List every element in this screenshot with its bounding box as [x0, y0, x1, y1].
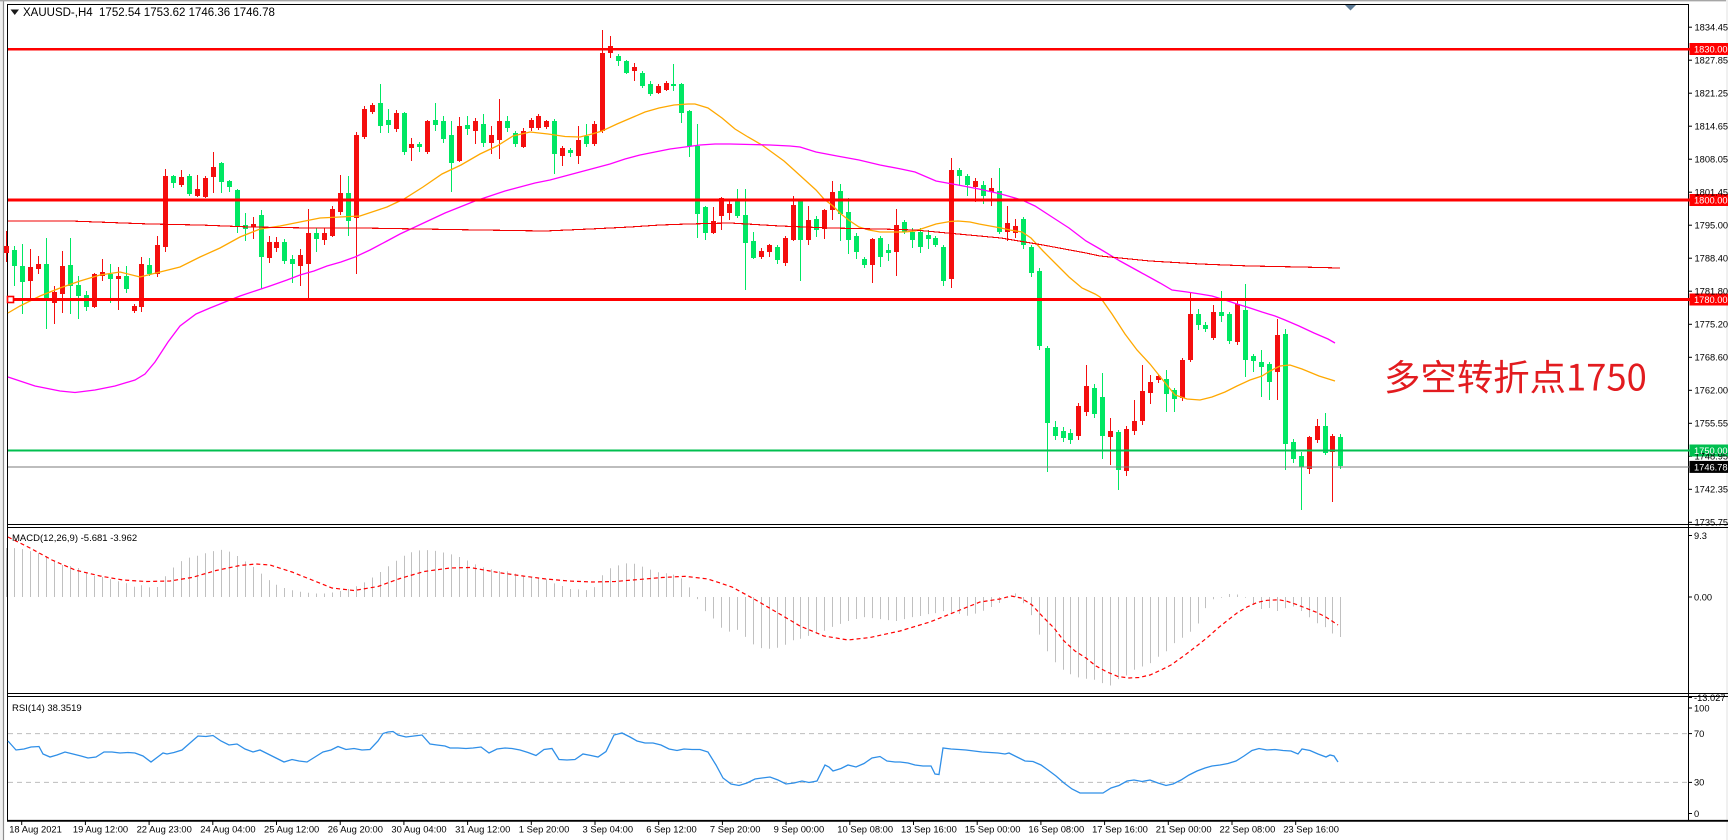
svg-text:9.3: 9.3	[1694, 531, 1707, 541]
svg-text:-13.027: -13.027	[1694, 693, 1726, 703]
svg-text:6 Sep 12:00: 6 Sep 12:00	[646, 824, 697, 835]
svg-text:1830.00: 1830.00	[1694, 45, 1728, 55]
svg-text:1827.85: 1827.85	[1695, 56, 1728, 66]
svg-text:7 Sep 20:00: 7 Sep 20:00	[710, 824, 761, 835]
svg-text:1742.35: 1742.35	[1695, 485, 1728, 495]
svg-text:19 Aug 12:00: 19 Aug 12:00	[73, 824, 128, 835]
svg-text:1801.45: 1801.45	[1695, 188, 1728, 198]
svg-text:1834.45: 1834.45	[1695, 23, 1728, 33]
svg-text:1795.00: 1795.00	[1695, 221, 1728, 231]
svg-text:1800.00: 1800.00	[1694, 196, 1728, 206]
svg-text:1781.80: 1781.80	[1695, 287, 1728, 297]
svg-text:MACD(12,26,9) -5.681 -3.962: MACD(12,26,9) -5.681 -3.962	[12, 533, 137, 544]
svg-text:23 Sep 16:00: 23 Sep 16:00	[1283, 824, 1339, 835]
svg-text:16 Sep 08:00: 16 Sep 08:00	[1028, 824, 1084, 835]
svg-text:25 Aug 12:00: 25 Aug 12:00	[264, 824, 319, 835]
svg-text:13 Sep 16:00: 13 Sep 16:00	[901, 824, 957, 835]
svg-text:0: 0	[1694, 809, 1699, 819]
svg-text:RSI(14) 38.3519: RSI(14) 38.3519	[12, 703, 82, 714]
svg-text:1748.95: 1748.95	[1695, 452, 1728, 462]
svg-text:1788.40: 1788.40	[1695, 254, 1728, 264]
svg-text:1808.05: 1808.05	[1695, 155, 1728, 165]
svg-text:30: 30	[1694, 778, 1704, 788]
svg-text:1768.60: 1768.60	[1695, 353, 1728, 363]
svg-text:1762.00: 1762.00	[1695, 386, 1728, 396]
svg-text:30 Aug 04:00: 30 Aug 04:00	[391, 824, 446, 835]
svg-text:21 Sep 00:00: 21 Sep 00:00	[1156, 824, 1212, 835]
svg-text:18 Aug 2021: 18 Aug 2021	[9, 824, 62, 835]
svg-text:1746.78: 1746.78	[1694, 462, 1728, 472]
svg-text:100: 100	[1694, 703, 1710, 713]
svg-text:26 Aug 20:00: 26 Aug 20:00	[328, 824, 383, 835]
svg-text:15 Sep 00:00: 15 Sep 00:00	[965, 824, 1021, 835]
svg-text:1750.00: 1750.00	[1694, 446, 1728, 456]
svg-text:70: 70	[1694, 729, 1704, 739]
svg-text:1821.25: 1821.25	[1695, 89, 1728, 99]
svg-text:0.00: 0.00	[1694, 592, 1712, 602]
svg-text:1735.75: 1735.75	[1695, 518, 1728, 528]
svg-text:1775.20: 1775.20	[1695, 320, 1728, 330]
svg-text:1780.00: 1780.00	[1694, 295, 1728, 305]
svg-text:1755.55: 1755.55	[1695, 419, 1728, 429]
svg-text:31 Aug 12:00: 31 Aug 12:00	[455, 824, 510, 835]
svg-text:9 Sep 00:00: 9 Sep 00:00	[774, 824, 825, 835]
svg-text:1 Sep 20:00: 1 Sep 20:00	[519, 824, 570, 835]
svg-text:XAUUSD-,H4 1752.54 1753.62 17: XAUUSD-,H4 1752.54 1753.62 1746.36 1746.…	[23, 7, 275, 19]
svg-text:24 Aug 04:00: 24 Aug 04:00	[200, 824, 255, 835]
svg-text:22 Aug 23:00: 22 Aug 23:00	[137, 824, 192, 835]
svg-text:3 Sep 04:00: 3 Sep 04:00	[583, 824, 634, 835]
svg-text:10 Sep 08:00: 10 Sep 08:00	[837, 824, 893, 835]
svg-text:1814.65: 1814.65	[1695, 122, 1728, 132]
svg-text:17 Sep 16:00: 17 Sep 16:00	[1092, 824, 1148, 835]
svg-text:22 Sep 08:00: 22 Sep 08:00	[1220, 824, 1276, 835]
